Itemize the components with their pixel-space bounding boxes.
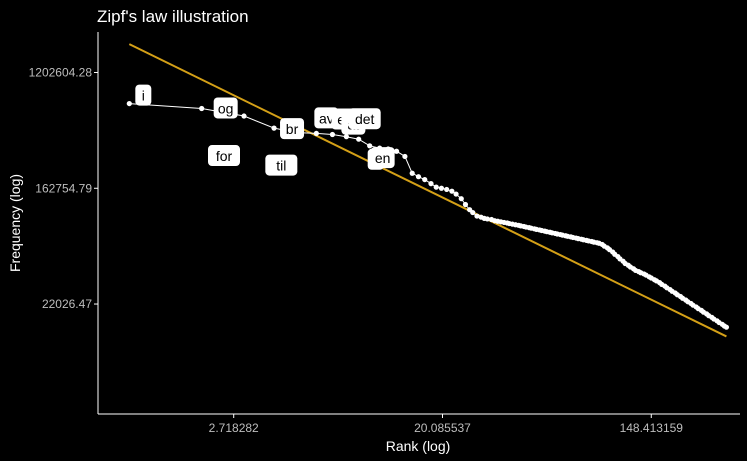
data-point bbox=[367, 143, 373, 149]
data-point bbox=[470, 209, 476, 216]
data-point bbox=[428, 181, 434, 187]
word-label-box bbox=[208, 145, 241, 167]
data-point bbox=[474, 213, 480, 219]
word-label-box bbox=[280, 118, 305, 140]
y-tick-label: 22026.47 bbox=[42, 297, 92, 311]
data-point bbox=[433, 184, 439, 190]
x-tick-label: 2.718282 bbox=[209, 421, 259, 435]
data-point bbox=[453, 191, 459, 197]
data-point bbox=[356, 136, 362, 142]
data-point bbox=[199, 105, 205, 112]
data-point bbox=[402, 153, 408, 160]
fit-line-layer bbox=[128, 43, 727, 338]
data-point bbox=[484, 216, 490, 222]
word-label: til bbox=[265, 154, 298, 176]
word-label-text: br bbox=[286, 121, 299, 137]
word-label-box bbox=[265, 154, 298, 176]
word-label-text: en bbox=[375, 150, 391, 166]
word-label-text: det bbox=[355, 111, 375, 127]
word-label-text: i bbox=[142, 88, 145, 104]
ticks: 2.718282 20.085537 148.413159 22026.47 16275… bbox=[29, 66, 684, 435]
word-label-text: til bbox=[276, 158, 286, 174]
word-label-box bbox=[135, 84, 152, 106]
data-point bbox=[409, 170, 415, 176]
x-axis-title: Rank (log) bbox=[386, 438, 451, 454]
word-label-box bbox=[348, 108, 381, 130]
data-point bbox=[271, 125, 277, 131]
data-point bbox=[449, 188, 455, 194]
axes bbox=[97, 32, 740, 415]
data-point bbox=[458, 196, 464, 202]
data-point bbox=[393, 148, 400, 154]
chart-title: Zipf's law illustration bbox=[97, 7, 249, 26]
word-label: br bbox=[280, 118, 305, 140]
word-label-box bbox=[213, 97, 238, 119]
data-point bbox=[444, 186, 450, 193]
word-label: i bbox=[135, 84, 152, 106]
points-layer bbox=[126, 100, 730, 330]
word-label: en bbox=[370, 147, 395, 169]
word-label-text: av bbox=[319, 110, 334, 126]
word-label: det bbox=[348, 108, 381, 130]
word-label: for bbox=[208, 145, 241, 167]
word-label-text: for bbox=[216, 148, 233, 164]
data-point bbox=[422, 176, 428, 183]
y-axis-title: Frequency (log) bbox=[7, 174, 23, 272]
data-point bbox=[723, 324, 730, 330]
data-point bbox=[241, 113, 247, 119]
data-point bbox=[126, 100, 132, 107]
data-point bbox=[343, 134, 349, 140]
word-label-text: og bbox=[218, 100, 234, 116]
word-label-box bbox=[370, 147, 395, 169]
data-point bbox=[438, 185, 445, 191]
data-point bbox=[329, 131, 336, 138]
y-tick-label: 162754.79 bbox=[35, 181, 92, 195]
zipf-fit-line bbox=[128, 43, 727, 338]
y-tick-label: 1202604.28 bbox=[29, 66, 93, 80]
word-label: og bbox=[213, 97, 238, 119]
data-point bbox=[313, 130, 319, 137]
word-labels-layer: iogforbrtilaveratdetåen bbox=[135, 84, 395, 176]
data-point bbox=[462, 201, 469, 208]
data-point bbox=[415, 174, 422, 180]
x-tick-label: 148.413159 bbox=[620, 421, 684, 435]
x-tick-label: 20.085537 bbox=[414, 421, 471, 435]
